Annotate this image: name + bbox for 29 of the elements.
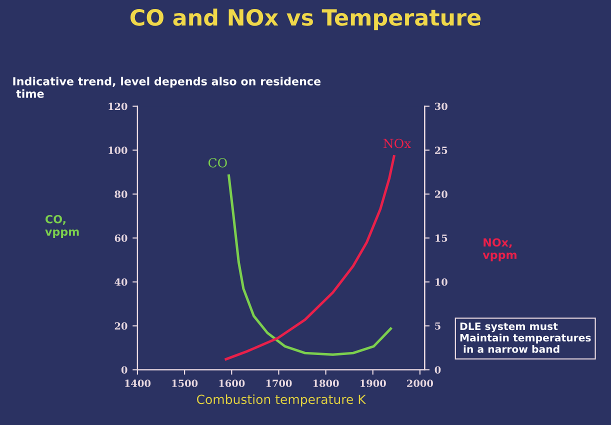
y2-tick-label: 20 — [435, 190, 448, 198]
y2-tick-label: 30 — [435, 102, 448, 110]
y-tick-label: 40 — [114, 278, 128, 286]
y2-tick-label: 5 — [435, 322, 440, 330]
y2-tick-label: 10 — [436, 278, 448, 286]
series-label: CO — [208, 158, 227, 168]
x-tick-label: 1600 — [219, 380, 245, 387]
y-tick-label: 60 — [114, 234, 128, 242]
x-tick-label: 1400 — [125, 380, 151, 387]
y-axis-title: CO, vppm — [45, 215, 79, 238]
y-tick-label: 100 — [108, 146, 128, 154]
x-tick-label: 1500 — [172, 380, 198, 387]
text: DLE system must Maintain temperatures in a narrow band — [460, 322, 591, 353]
y-tick-label: 0 — [121, 366, 128, 374]
y2-axis-title: NOx, vppm — [482, 238, 516, 262]
x-tick-label: 1700 — [266, 380, 292, 387]
y2-tick-label: 25 — [435, 146, 448, 154]
y2-tick-label: 15 — [436, 234, 448, 242]
y-tick-label: 20 — [114, 322, 128, 330]
y2-tick-label: 0 — [434, 366, 441, 374]
x-tick-label: 1800 — [313, 380, 339, 387]
x-tick-label: 1900 — [360, 380, 386, 387]
chart-title: CO and NOx vs Temperature — [130, 8, 481, 30]
y-tick-label: 80 — [114, 190, 128, 198]
x-axis-title: Combustion temperature K — [196, 394, 366, 407]
y-tick-label: 120 — [108, 102, 128, 110]
series-label: NOx — [384, 138, 412, 148]
x-tick-label: 2000 — [407, 380, 434, 387]
chart-subtitle: Indicative trend, level depends also on residence time — [13, 76, 321, 98]
